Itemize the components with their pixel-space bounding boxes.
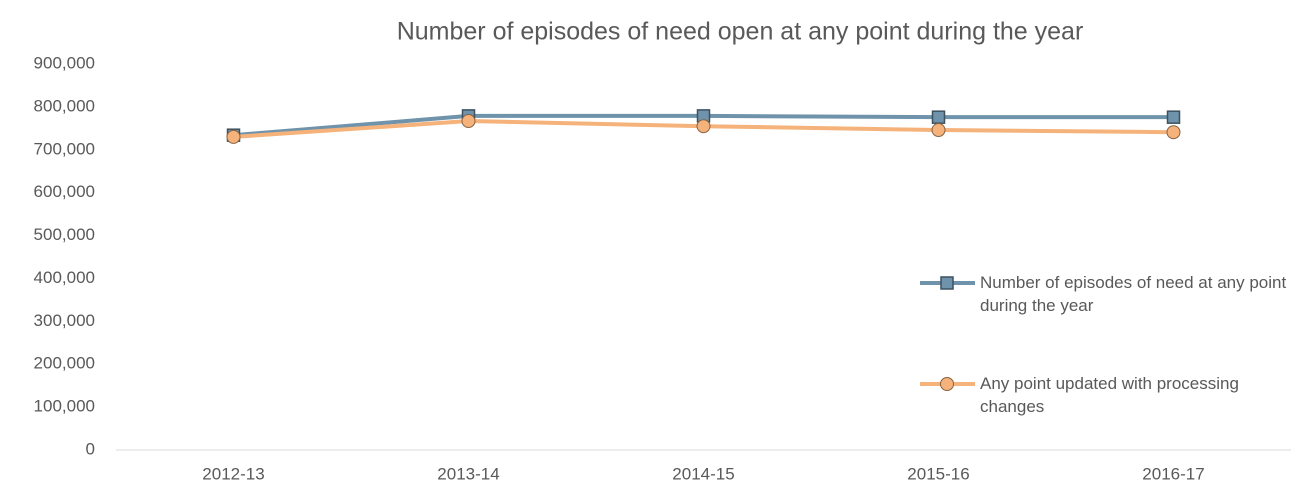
legend-marker	[940, 276, 954, 290]
marker	[931, 123, 946, 138]
marker	[1166, 110, 1181, 124]
y-tick-label: 300,000	[34, 311, 95, 330]
y-tick-label: 0	[86, 439, 95, 458]
marker	[1166, 125, 1181, 140]
y-tick-label: 900,000	[34, 53, 95, 72]
legend-label: Any point updated with processing change…	[980, 374, 1239, 416]
y-tick-label: 100,000	[34, 397, 95, 416]
marker	[931, 110, 946, 124]
x-tick-label: 2015-16	[907, 464, 969, 483]
y-tick-label: 400,000	[34, 268, 95, 287]
y-tick-label: 700,000	[34, 139, 95, 158]
y-tick-label: 600,000	[34, 182, 95, 201]
marker	[226, 129, 241, 144]
x-tick-label: 2013-14	[437, 464, 499, 483]
x-tick-label: 2014-15	[672, 464, 734, 483]
chart-title: Number of episodes of need open at any p…	[397, 18, 1084, 46]
legend-label: Number of episodes of need at any point …	[980, 273, 1287, 315]
y-tick-label: 200,000	[34, 354, 95, 373]
legend-marker	[940, 377, 954, 391]
y-tick-label: 500,000	[34, 225, 95, 244]
marker	[461, 114, 476, 129]
x-tick-label: 2016-17	[1142, 464, 1204, 483]
x-tick-label: 2012-13	[202, 464, 264, 483]
marker	[696, 119, 711, 134]
y-tick-label: 800,000	[34, 96, 95, 115]
